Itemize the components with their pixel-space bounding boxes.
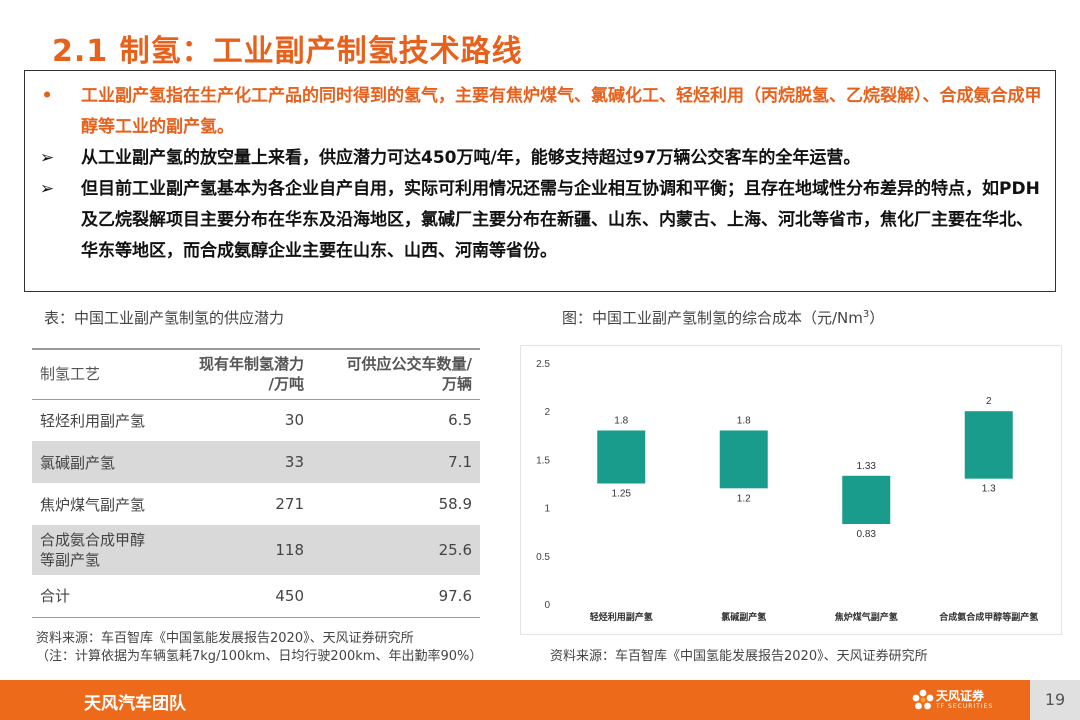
table-row: 氯碱副产氢 33 7.1 <box>32 441 480 483</box>
y-tick-label: 1 <box>544 504 550 515</box>
low-value-label: 1.2 <box>737 493 751 504</box>
cell-buses: 58.9 <box>438 495 472 513</box>
range-bar <box>719 430 768 489</box>
low-value-label: 1.25 <box>612 489 632 500</box>
table-row: 轻烃利用副产氢 30 6.5 <box>32 399 480 441</box>
table-note-line: （注：计算依据为车辆氢耗7kg/100km、日均行驶200km、年出勤率90%） <box>36 649 483 664</box>
y-tick-label: 2 <box>544 407 550 418</box>
cell-process: 合计 <box>32 575 182 618</box>
logo-subtitle: TF SECURITIES <box>936 703 994 710</box>
bullet-2-text: 从工业副产氢的放空量上来看，供应潜力可达450万吨/年，能够支持超过97万辆公交… <box>81 148 861 168</box>
cell-capacity: 450 <box>182 575 312 618</box>
bullet-3-text: 但目前工业副产氢基本为各企业自产自用，实际可利用情况还需与企业相互协调和平衡；且… <box>81 179 1040 261</box>
y-tick-label: 1.5 <box>536 455 550 466</box>
table-source: 资料来源：车百智库《中国氢能发展报告2020》、天风证券研究所 （注：计算依据为… <box>36 630 482 666</box>
footer-team-name: 天风汽车团队 <box>84 694 186 714</box>
page-title: 2.1 制氢：工业副产制氢技术路线 <box>52 34 523 69</box>
cell-process-line2: 等副产氢 <box>40 551 101 569</box>
bullet-dot-icon: • <box>41 86 53 106</box>
cell-buses: 25.6 <box>312 525 480 575</box>
table-row: 焦炉煤气副产氢 271 58.9 <box>32 483 480 525</box>
table-row-total: 合计 450 97.6 <box>32 575 480 618</box>
y-tick-label: 2.5 <box>536 359 550 370</box>
x-tick-label: 轻烃利用副产氢 <box>590 611 653 623</box>
footer-bar: 天风汽车团队 天风证券 TF SECURITIES 19 <box>0 680 1080 720</box>
range-bar <box>842 475 891 524</box>
x-tick-label: 合成氨合成甲醇等副产氢 <box>939 611 1038 623</box>
header-capacity: 现有年制氢潜力/万吨 <box>182 348 312 400</box>
high-value-label: 2 <box>986 396 992 407</box>
cell-capacity: 271 <box>275 495 304 513</box>
bullet-2: ➢ 从工业副产氢的放空量上来看，供应潜力可达450万吨/年，能够支持超过97万辆… <box>37 143 1043 174</box>
x-tick-label: 焦炉煤气副产氢 <box>834 611 898 623</box>
cell-capacity: 33 <box>182 441 312 483</box>
high-value-label: 1.8 <box>737 415 751 426</box>
low-value-label: 0.83 <box>857 529 877 540</box>
header-capacity-line2: /万吨 <box>268 375 304 394</box>
bullet-1: • 工业副产氢指在生产化工产品的同时得到的氢气，主要有焦炉煤气、氯碱化工、轻烃利… <box>37 81 1043 143</box>
header-buses: 可供应公交车数量/万辆 <box>312 348 480 400</box>
table-caption: 表：中国工业副产氢制氢的供应潜力 <box>44 309 285 327</box>
header-process: 制氢工艺 <box>32 348 182 400</box>
high-value-label: 1.33 <box>857 461 877 472</box>
cell-process: 氯碱副产氢 <box>32 441 182 483</box>
arrow-bullet-icon: ➢ <box>39 179 55 199</box>
chart-caption: 图：中国工业副产氢制氢的综合成本（元/Nm3） <box>562 307 884 328</box>
bullet-3: ➢ 但目前工业副产氢基本为各企业自产自用，实际可利用情况还需与企业相互协调和平衡… <box>37 174 1043 267</box>
flower-logo-icon <box>912 689 934 710</box>
cell-process: 焦炉煤气副产氢 <box>40 495 146 514</box>
cell-process-line1: 合成氨合成甲醇 <box>40 531 146 549</box>
range-bar <box>964 411 1013 479</box>
cell-capacity: 30 <box>284 411 304 430</box>
chart-caption-end: ） <box>869 309 885 327</box>
cell-process: 合成氨合成甲醇 等副产氢 <box>32 525 182 575</box>
table-header-row: 制氢工艺 现有年制氢潜力/万吨 可供应公交车数量/万辆 <box>32 348 480 400</box>
y-tick-label: 0 <box>544 600 550 611</box>
table-source-line: 资料来源：车百智库《中国氢能发展报告2020》、天风证券研究所 <box>36 631 414 646</box>
supply-table: 制氢工艺 现有年制氢潜力/万吨 可供应公交车数量/万辆 轻烃利用副产氢 30 6… <box>32 348 480 618</box>
header-buses-line1: 可供应公交车数量/ <box>346 355 472 374</box>
cell-buses: 7.1 <box>312 441 480 483</box>
y-tick-label: 0.5 <box>536 552 550 563</box>
low-value-label: 1.3 <box>982 484 996 495</box>
bullet-1-text: 工业副产氢指在生产化工产品的同时得到的氢气，主要有焦炉煤气、氯碱化工、轻烃利用（… <box>81 86 1042 137</box>
cell-buses: 6.5 <box>448 411 472 430</box>
chart-source: 资料来源：车百智库《中国氢能发展报告2020》、天风证券研究所 <box>550 649 928 664</box>
arrow-bullet-icon: ➢ <box>39 148 55 168</box>
brand-logo: 天风证券 TF SECURITIES <box>912 686 1004 716</box>
page-number: 19 <box>1044 690 1066 709</box>
cell-process: 轻烃利用副产氢 <box>40 411 146 430</box>
range-bar <box>597 430 646 484</box>
chart-caption-main: 图：中国工业副产氢制氢的综合成本（元/Nm <box>562 309 863 327</box>
table-row: 合成氨合成甲醇 等副产氢 118 25.6 <box>32 525 480 575</box>
x-tick-label: 氯碱副产氢 <box>721 611 766 623</box>
high-value-label: 1.8 <box>614 415 628 426</box>
header-buses-line2: 万辆 <box>441 375 472 394</box>
chart-caption-sup: 3 <box>862 309 870 320</box>
logo-wordmark: 天风证券 <box>936 689 985 703</box>
cell-buses: 97.6 <box>312 575 480 618</box>
header-capacity-line1: 现有年制氢潜力 <box>198 355 304 374</box>
cost-range-chart: 0 0.5 1 1.5 2 2.5 1.8 1.25 轻烃利用副产氢 1.8 1.2 氯碱副产氢 1.3… <box>536 359 1038 623</box>
page-number-box: 19 <box>1030 680 1080 720</box>
cell-capacity: 118 <box>182 525 312 575</box>
summary-box: • 工业副产氢指在生产化工产品的同时得到的氢气，主要有焦炉煤气、氯碱化工、轻烃利… <box>24 70 1056 292</box>
chart-frame <box>520 345 1062 635</box>
